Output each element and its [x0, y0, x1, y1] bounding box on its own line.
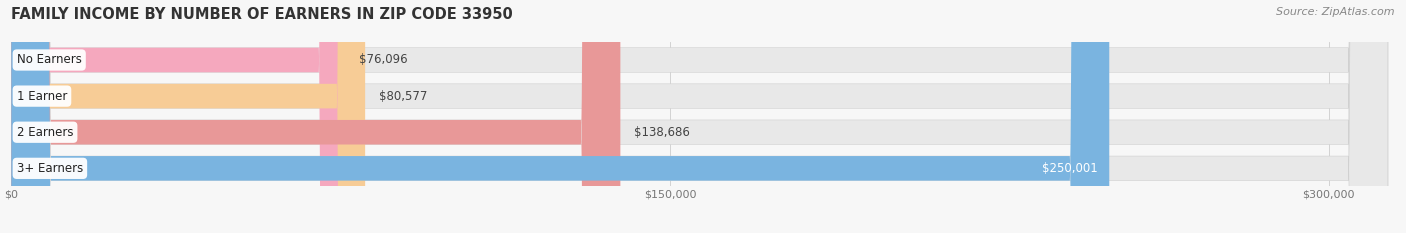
- Text: $138,686: $138,686: [634, 126, 690, 139]
- FancyBboxPatch shape: [11, 0, 346, 233]
- Text: $76,096: $76,096: [360, 54, 408, 66]
- FancyBboxPatch shape: [11, 0, 1388, 233]
- FancyBboxPatch shape: [11, 0, 1388, 233]
- Text: FAMILY INCOME BY NUMBER OF EARNERS IN ZIP CODE 33950: FAMILY INCOME BY NUMBER OF EARNERS IN ZI…: [11, 7, 513, 22]
- FancyBboxPatch shape: [11, 0, 1388, 233]
- Text: $80,577: $80,577: [380, 90, 427, 103]
- Text: 3+ Earners: 3+ Earners: [17, 162, 83, 175]
- Text: $250,001: $250,001: [1042, 162, 1098, 175]
- Text: 2 Earners: 2 Earners: [17, 126, 73, 139]
- FancyBboxPatch shape: [11, 0, 366, 233]
- FancyBboxPatch shape: [11, 0, 1388, 233]
- Text: 1 Earner: 1 Earner: [17, 90, 67, 103]
- Text: No Earners: No Earners: [17, 54, 82, 66]
- FancyBboxPatch shape: [11, 0, 1109, 233]
- Text: Source: ZipAtlas.com: Source: ZipAtlas.com: [1277, 7, 1395, 17]
- FancyBboxPatch shape: [11, 0, 620, 233]
